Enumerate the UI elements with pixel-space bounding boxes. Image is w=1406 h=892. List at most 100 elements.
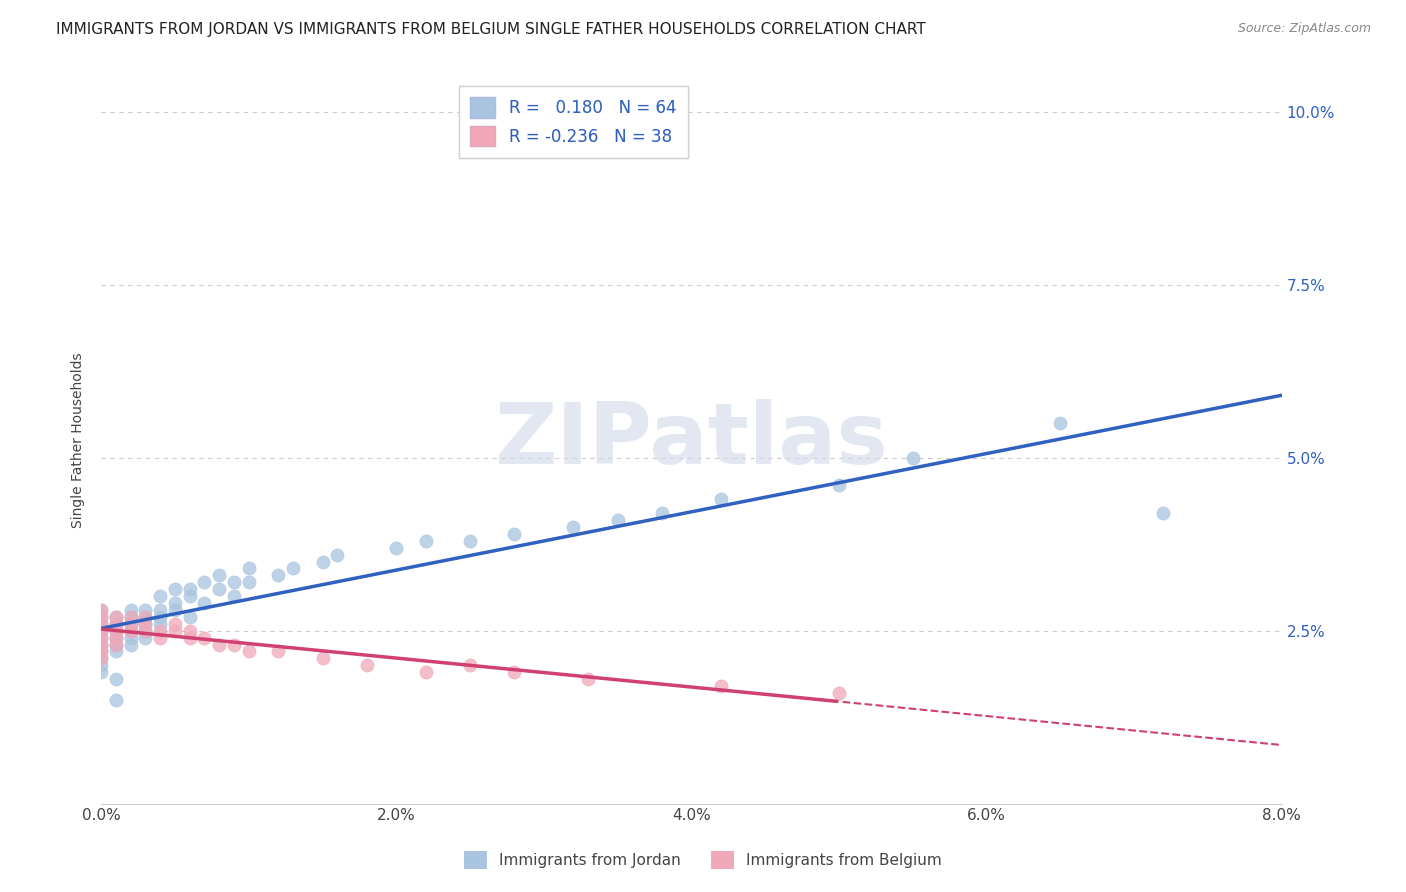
Point — [134, 624, 156, 638]
Point — [281, 561, 304, 575]
Point — [104, 624, 127, 638]
Point — [120, 610, 142, 624]
Point — [238, 575, 260, 590]
Point — [134, 603, 156, 617]
Point — [458, 533, 481, 548]
Point — [193, 596, 215, 610]
Point — [134, 616, 156, 631]
Point — [90, 603, 112, 617]
Point — [576, 672, 599, 686]
Point — [104, 616, 127, 631]
Point — [179, 631, 201, 645]
Point — [134, 631, 156, 645]
Point — [104, 631, 127, 645]
Point — [179, 624, 201, 638]
Point — [134, 624, 156, 638]
Point — [120, 616, 142, 631]
Point — [104, 672, 127, 686]
Legend: R =   0.180   N = 64, R = -0.236   N = 38: R = 0.180 N = 64, R = -0.236 N = 38 — [458, 86, 688, 158]
Point — [90, 638, 112, 652]
Point — [90, 603, 112, 617]
Point — [104, 631, 127, 645]
Point — [828, 686, 851, 700]
Point — [710, 679, 733, 693]
Point — [134, 616, 156, 631]
Point — [458, 658, 481, 673]
Point — [120, 624, 142, 638]
Point — [104, 638, 127, 652]
Point — [90, 638, 112, 652]
Point — [163, 603, 186, 617]
Point — [149, 631, 172, 645]
Point — [90, 631, 112, 645]
Point — [104, 638, 127, 652]
Point — [90, 658, 112, 673]
Point — [120, 603, 142, 617]
Point — [238, 561, 260, 575]
Point — [208, 582, 231, 597]
Point — [179, 582, 201, 597]
Point — [710, 492, 733, 507]
Point — [222, 589, 245, 603]
Point — [90, 616, 112, 631]
Point — [1153, 506, 1175, 520]
Point — [149, 589, 172, 603]
Legend: Immigrants from Jordan, Immigrants from Belgium: Immigrants from Jordan, Immigrants from … — [458, 845, 948, 875]
Y-axis label: Single Father Households: Single Father Households — [72, 352, 86, 528]
Point — [193, 631, 215, 645]
Point — [149, 610, 172, 624]
Point — [1049, 416, 1071, 430]
Text: ZIPatlas: ZIPatlas — [495, 399, 889, 482]
Point — [163, 616, 186, 631]
Point — [104, 610, 127, 624]
Point — [267, 568, 290, 582]
Point — [120, 624, 142, 638]
Point — [163, 582, 186, 597]
Text: Source: ZipAtlas.com: Source: ZipAtlas.com — [1237, 22, 1371, 36]
Point — [828, 478, 851, 492]
Point — [326, 548, 349, 562]
Point — [385, 541, 408, 555]
Point — [562, 520, 585, 534]
Point — [120, 638, 142, 652]
Point — [134, 610, 156, 624]
Point — [90, 610, 112, 624]
Point — [90, 631, 112, 645]
Point — [120, 631, 142, 645]
Point — [90, 610, 112, 624]
Point — [134, 610, 156, 624]
Point — [104, 693, 127, 707]
Point — [163, 596, 186, 610]
Point — [149, 616, 172, 631]
Point — [120, 610, 142, 624]
Point — [311, 555, 333, 569]
Point — [222, 638, 245, 652]
Point — [238, 644, 260, 658]
Point — [606, 513, 628, 527]
Point — [356, 658, 378, 673]
Point — [104, 644, 127, 658]
Point — [90, 665, 112, 680]
Point — [104, 624, 127, 638]
Point — [208, 568, 231, 582]
Point — [267, 644, 290, 658]
Point — [120, 616, 142, 631]
Point — [149, 624, 172, 638]
Point — [104, 610, 127, 624]
Point — [901, 450, 924, 465]
Point — [90, 651, 112, 665]
Point — [179, 610, 201, 624]
Point — [90, 651, 112, 665]
Point — [311, 651, 333, 665]
Point — [90, 624, 112, 638]
Point — [104, 616, 127, 631]
Point — [193, 575, 215, 590]
Point — [415, 665, 437, 680]
Point — [503, 527, 526, 541]
Point — [208, 638, 231, 652]
Point — [90, 644, 112, 658]
Point — [415, 533, 437, 548]
Point — [90, 644, 112, 658]
Point — [90, 616, 112, 631]
Text: IMMIGRANTS FROM JORDAN VS IMMIGRANTS FROM BELGIUM SINGLE FATHER HOUSEHOLDS CORRE: IMMIGRANTS FROM JORDAN VS IMMIGRANTS FRO… — [56, 22, 927, 37]
